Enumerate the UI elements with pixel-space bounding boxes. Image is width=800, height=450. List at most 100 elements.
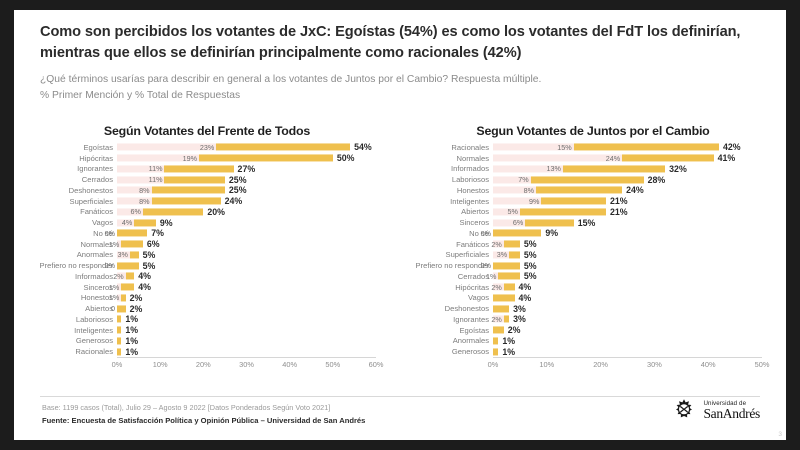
chart-title-right: Segun Votantes de Juntos por el Cambio <box>476 124 710 138</box>
total-value-label: 50% <box>336 153 355 164</box>
subtitle-metric: % Primer Mención y % Total de Respuestas <box>40 90 241 102</box>
chart-plot-right: Racionales 15% 42% Normales 24% 41% Informados… <box>400 142 786 377</box>
bar-segment-total <box>519 208 606 216</box>
first-mention-value-label: 13% <box>546 164 561 174</box>
category-label: No sé <box>93 228 113 238</box>
chart-row: Abiertos 5% 21% <box>400 207 786 218</box>
stacked-bar: 1% <box>109 283 135 292</box>
stacked-bar: 0% <box>481 229 542 238</box>
bar-track: 5% 21% <box>493 207 786 218</box>
total-value-label: 3% <box>513 314 526 325</box>
footer-divider <box>40 396 760 397</box>
category-label: Informados <box>451 164 489 174</box>
stacked-bar: 5% <box>493 207 606 217</box>
stacked-bar: 9% <box>493 197 606 206</box>
category-label: Superficiales <box>69 196 113 206</box>
category-label: Abiertos <box>461 207 489 217</box>
category-label: Sinceros <box>83 282 113 292</box>
charts-container: Según Votantes del Frente de Todos Egoís… <box>14 114 786 399</box>
first-mention-value-label: 1% <box>108 239 120 249</box>
first-mention-value-label: 8% <box>139 185 150 195</box>
chart-row: Inteligentes 9% 21% <box>400 196 786 207</box>
subtitle-group: ¿Qué términos usarías para describir en … <box>40 72 760 104</box>
total-value-label: 1% <box>125 335 139 346</box>
bar-segment-primera-mencion: 8% <box>117 185 152 195</box>
category-label: Laboriosos <box>75 314 113 324</box>
chart-title-left: Según Votantes del Frente de Todos <box>103 124 311 138</box>
category-label: Cerrados <box>81 175 113 185</box>
first-mention-value-label: 8% <box>523 185 535 195</box>
category-label: Generosos <box>451 347 489 357</box>
first-mention-value-label: 5% <box>507 207 518 217</box>
stacked-bar: 11% <box>117 164 234 173</box>
bar-track: 1% <box>493 336 786 347</box>
category-label: Vagos <box>92 218 113 228</box>
first-mention-value-label: 0% <box>104 261 115 271</box>
bar-segment-primera-mencion: 7% <box>493 175 531 184</box>
bar-track: 1% <box>493 346 786 357</box>
stacked-bar <box>117 315 122 323</box>
chart-row: Deshonestos 3% <box>400 303 786 314</box>
total-value-label: 15% <box>577 217 596 228</box>
bar-track: 1% <box>117 325 400 336</box>
axis-tick-label: 40% <box>282 360 298 369</box>
stacked-bar: 7% <box>493 175 644 184</box>
first-mention-value-label: 8% <box>139 196 150 206</box>
chart-row: Generosos 1% <box>400 346 786 357</box>
total-value-label: 9% <box>159 217 173 228</box>
total-value-label: 1% <box>125 346 139 357</box>
category-label: Prefiero no responder <box>39 261 113 271</box>
stacked-bar: 6% <box>493 218 574 228</box>
category-label: Ignorantes <box>453 314 489 324</box>
category-label: Inteligentes <box>74 325 113 335</box>
first-mention-value-label: 6% <box>512 218 524 228</box>
bar-segment-total <box>216 143 351 151</box>
total-value-label: 4% <box>518 282 532 293</box>
first-mention-value-label: 11% <box>148 175 163 185</box>
chart-row: Superficiales 3% 5% <box>400 250 786 261</box>
bar-segment-total <box>530 176 644 184</box>
total-value-label: 2% <box>507 325 521 336</box>
stacked-bar: 8% <box>493 185 623 195</box>
chart-row: Racionales 1% <box>14 346 400 357</box>
slide-header: Como son percibidos los votantes de JxC:… <box>14 10 786 104</box>
bar-segment-total <box>493 337 499 345</box>
category-label: Vagos <box>468 293 489 303</box>
bar-track: 1% 6% <box>109 239 400 250</box>
axis-tick-label: 10% <box>152 360 168 369</box>
bar-segment-total <box>121 294 126 302</box>
chart-row: Generosos 1% <box>14 336 400 347</box>
category-label: Sinceros <box>459 218 489 228</box>
first-mention-value-label: 15% <box>557 142 572 152</box>
stacked-bar: 3% <box>117 250 139 259</box>
stacked-bar: 19% <box>117 154 333 163</box>
chart-row: Honestos 8% 24% <box>400 185 786 196</box>
bar-segment-total <box>199 154 333 162</box>
chart-row: Informados 2% 4% <box>14 271 400 282</box>
first-mention-value-label: 2% <box>491 282 502 292</box>
axis-tick-label: 20% <box>593 360 608 369</box>
bar-segment-total <box>562 165 666 173</box>
bar-track: 24% 41% <box>493 153 786 164</box>
stacked-bar: 13% <box>493 164 666 174</box>
bar-segment-primera-mencion: 8% <box>493 185 537 195</box>
bar-track: 4% 9% <box>117 217 400 228</box>
bar-track: 0% 5% <box>481 260 786 271</box>
chart-row: Prefiero no responder 0% 5% <box>400 260 786 271</box>
axis-tick-label: 0% <box>111 360 123 369</box>
category-label: Egoístas <box>459 325 489 335</box>
axis-tick-label: 30% <box>646 360 662 369</box>
bar-segment-primera-mencion: 6% <box>493 218 526 228</box>
first-mention-value-label: 0% <box>480 228 491 238</box>
page-title: Como son percibidos los votantes de JxC:… <box>40 24 741 61</box>
stacked-bar: 1% <box>486 272 520 281</box>
total-value-label: 24% <box>224 196 243 207</box>
chart-row: Honestos 1% 2% <box>14 293 400 304</box>
universidad-san-andres-logo: Universidad de SanAndrés <box>669 398 760 424</box>
bar-segment-total <box>493 326 504 334</box>
chart-row: Laboriosos 7% 28% <box>400 174 786 185</box>
bar-segment-total <box>117 315 122 323</box>
chart-row: Ignorantes 11% 27% <box>14 164 400 175</box>
total-value-label: 41% <box>717 153 736 164</box>
category-label: Egoístas <box>83 142 113 152</box>
